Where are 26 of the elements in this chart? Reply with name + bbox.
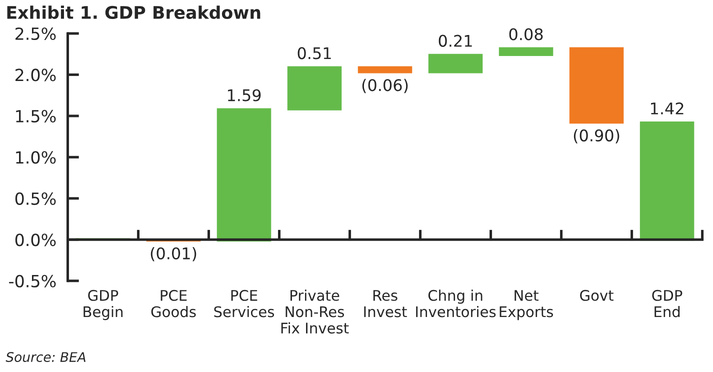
- data-label: (0.90): [574, 129, 620, 144]
- data-label: 0.21: [438, 34, 472, 47]
- y-tick-label: 1.0%: [16, 151, 56, 164]
- x-tick-label: GDP Begin: [84, 290, 123, 320]
- y-tick-label: 1.5%: [16, 110, 56, 123]
- x-tick-label: Res Invest: [364, 290, 407, 318]
- data-label: (0.06): [362, 78, 408, 94]
- x-tick-label: Govt: [580, 290, 614, 301]
- data-label: (0.01): [150, 247, 196, 262]
- data-label: 0.08: [509, 28, 543, 40]
- data-label: 1.59: [228, 89, 261, 102]
- x-tick-label: Net Exports: [500, 290, 553, 320]
- x-tick-label: GDP End: [652, 290, 682, 318]
- x-tick-label: Chng in Inventories: [416, 290, 496, 318]
- data-label: 1.42: [651, 102, 684, 114]
- x-tick-label: PCE Goods: [151, 290, 196, 318]
- y-tick-label: 0.0%: [15, 234, 56, 246]
- y-tick-label: 2.5%: [16, 27, 56, 40]
- y-tick-label: 2.0%: [16, 68, 56, 82]
- x-tick-label: Private Non-Res Fix Invest: [281, 290, 349, 334]
- chart-title: Exhibit 1. GDP Breakdown: [7, 6, 260, 20]
- data-label: 0.51: [298, 47, 331, 60]
- y-tick-label: -0.5%: [9, 274, 56, 288]
- source-note: Source: BEA: [6, 352, 86, 362]
- x-tick-label: PCE Services: [214, 290, 274, 318]
- y-tick-label: 0.5%: [15, 192, 56, 205]
